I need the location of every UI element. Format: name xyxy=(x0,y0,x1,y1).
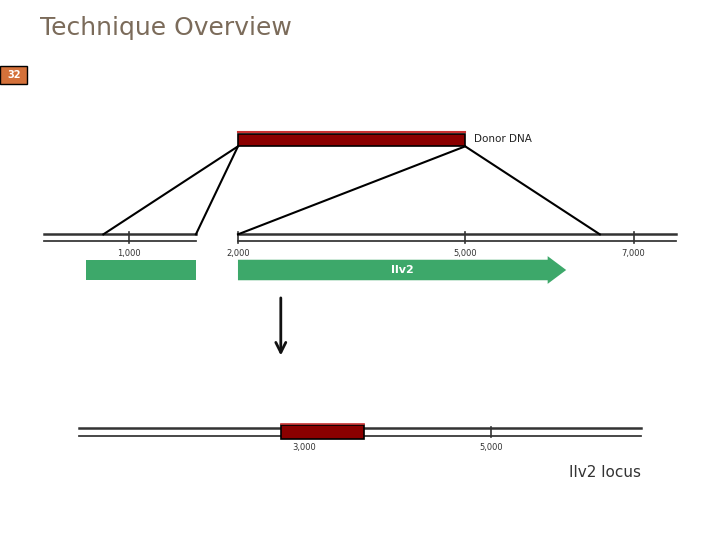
Text: 5,000: 5,000 xyxy=(479,443,503,452)
Text: 3,000: 3,000 xyxy=(292,443,316,452)
Text: 32: 32 xyxy=(7,70,20,80)
Text: Technique Overview: Technique Overview xyxy=(40,16,292,40)
Text: Ilv2: Ilv2 xyxy=(391,265,413,275)
Text: Donor DNA: Donor DNA xyxy=(474,134,531,144)
Bar xyxy=(282,426,364,438)
Text: Ilv2 locus: Ilv2 locus xyxy=(569,465,641,480)
Text: 2,000: 2,000 xyxy=(226,249,250,259)
FancyArrow shape xyxy=(238,256,566,284)
Bar xyxy=(86,260,196,280)
Text: 1,000: 1,000 xyxy=(117,249,140,259)
Text: 7,000: 7,000 xyxy=(621,249,645,259)
FancyBboxPatch shape xyxy=(0,66,27,84)
Text: 5,000: 5,000 xyxy=(454,249,477,259)
Bar xyxy=(238,134,465,146)
